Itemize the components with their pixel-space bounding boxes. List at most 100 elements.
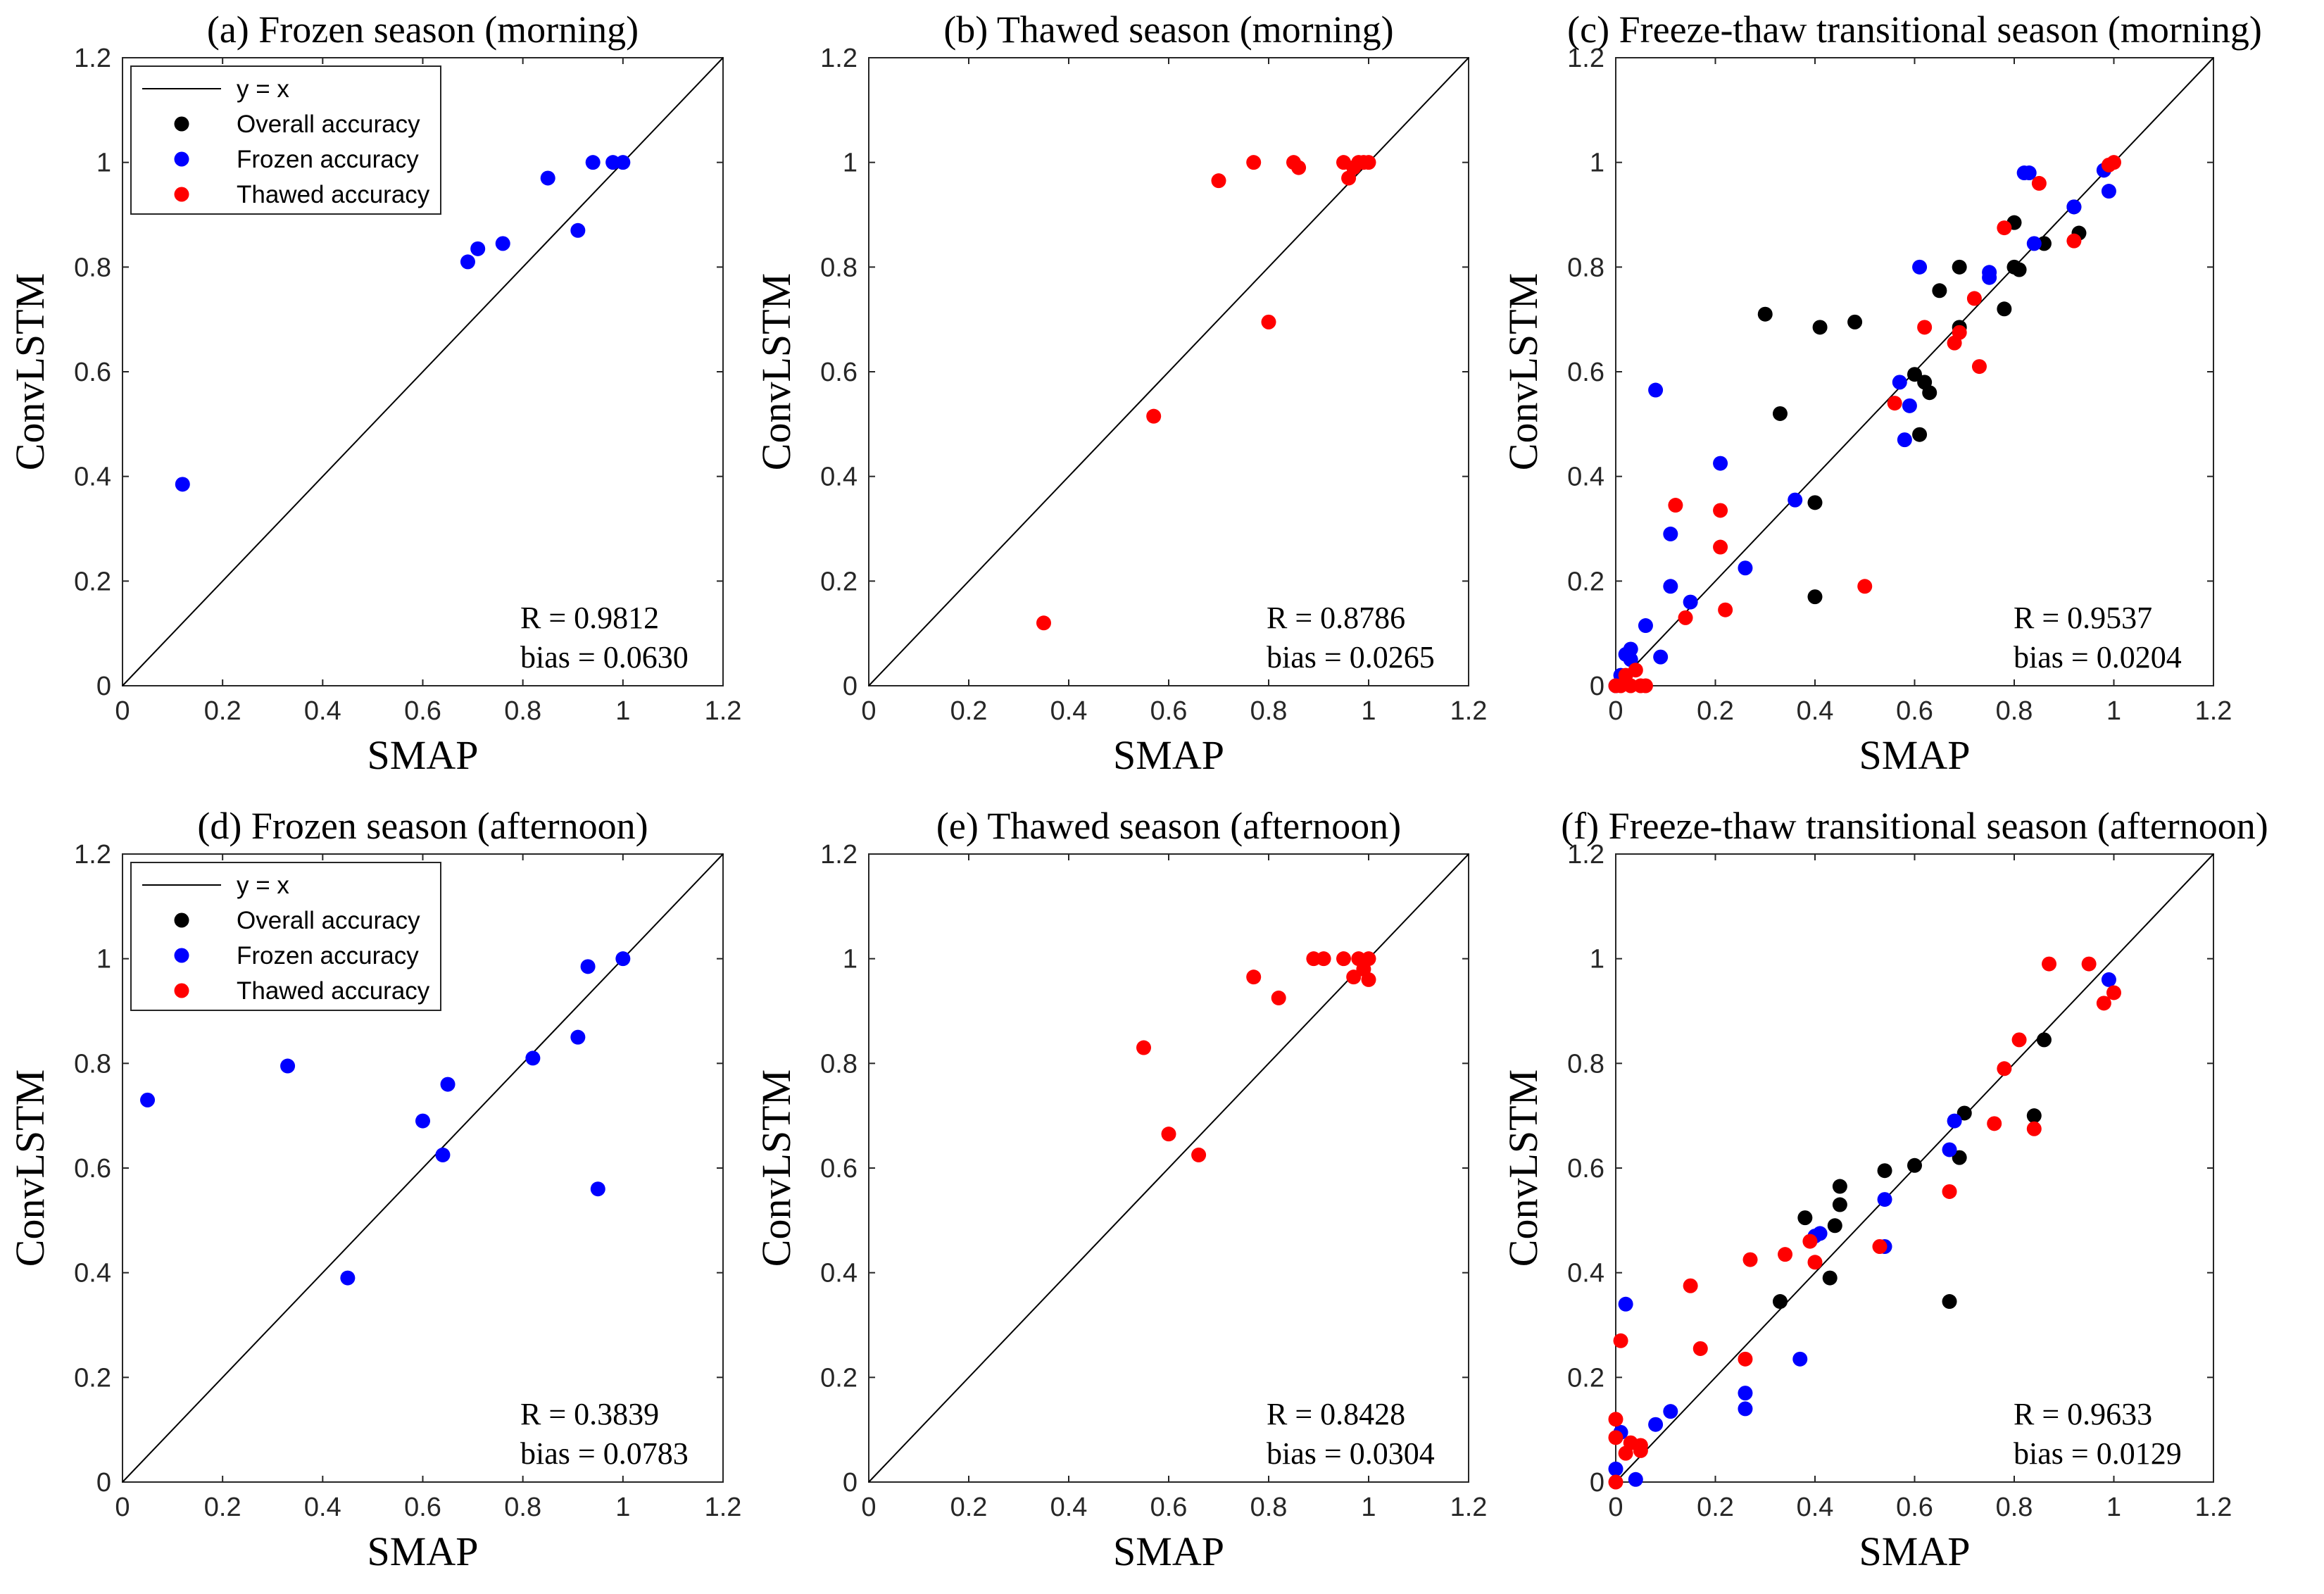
data-point: [1897, 432, 1912, 448]
legend-entry-label: Frozen accuracy: [237, 146, 419, 173]
data-point: [1261, 314, 1276, 330]
x-tick-label: 0.8: [504, 696, 541, 726]
data-point: [175, 477, 190, 492]
y-tick-label: 0.4: [820, 1259, 858, 1288]
x-tick-label: 1: [615, 696, 630, 726]
data-point: [1738, 560, 1753, 576]
x-tick-label: 0.6: [1150, 1493, 1188, 1522]
data-point: [1608, 1461, 1623, 1476]
y-tick-label: 0.2: [1567, 1363, 1604, 1393]
data-point: [1678, 610, 1693, 625]
data-point: [1887, 396, 1902, 411]
chart-panel-e: 0 0.2 0.4 0.6 0.8 1 1.2 0 0.2 0.4 0.6 0.8 1 1.2 (e) Th…: [753, 805, 1487, 1574]
data-point: [1713, 503, 1728, 518]
data-point: [1628, 1471, 1643, 1487]
y-axis-label: ConvLSTM: [1500, 1069, 1546, 1267]
data-point: [1668, 498, 1683, 513]
x-tick-label: 0.6: [404, 1493, 441, 1522]
legend-entry-label: Thawed accuracy: [237, 977, 430, 1005]
data-point: [1872, 1239, 1888, 1254]
data-point: [1161, 1127, 1176, 1142]
legend-entry-label: Thawed accuracy: [237, 181, 430, 208]
data-point: [1956, 1105, 1972, 1121]
data-point: [1947, 1113, 1962, 1129]
data-point: [1942, 1184, 1957, 1199]
x-tick-label: 1: [615, 1493, 630, 1522]
y-tick-label: 1: [96, 945, 111, 974]
data-point: [1807, 495, 1823, 510]
data-point: [1608, 1430, 1623, 1445]
x-tick-label: 0.6: [1896, 1493, 1933, 1522]
stat-r: R = 0.8428: [1267, 1397, 1405, 1431]
data-point: [1683, 1278, 1698, 1293]
data-point: [1917, 320, 1933, 335]
x-tick-label: 0: [861, 1493, 876, 1522]
y-tick-label: 0: [96, 1468, 111, 1498]
data-point: [570, 222, 586, 238]
chart-title: (a) Frozen season (morning): [207, 8, 639, 51]
legend-entry-label: Overall accuracy: [237, 111, 420, 138]
data-point: [1857, 579, 1873, 594]
x-tick-label: 1.2: [705, 696, 742, 726]
chart-panel-b: 0 0.2 0.4 0.6 0.8 1 1.2 0 0.2 0.4 0.6 0.8 1 1.2 (b) Th…: [753, 8, 1487, 778]
data-point: [1966, 291, 1982, 306]
chart-title: (e) Thawed season (afternoon): [936, 805, 1401, 847]
data-point: [540, 170, 555, 186]
data-point: [1638, 678, 1653, 694]
y-tick-label: 0: [1590, 672, 1604, 701]
x-axis-label: SMAP: [1859, 732, 1971, 778]
legend-entry-label: Overall accuracy: [237, 907, 420, 934]
x-tick-label: 1: [1361, 1493, 1376, 1522]
data-point: [1997, 220, 2012, 236]
chart-panel-c: 0 0.2 0.4 0.6 0.8 1 1.200.20.40.60.811.2(c) Fr…: [1500, 8, 2262, 778]
data-point: [1648, 382, 1664, 398]
data-point: [1907, 1157, 1922, 1173]
stat-bias: bias = 0.0204: [2014, 640, 2182, 674]
x-tick-label: 0.2: [950, 1493, 988, 1522]
y-tick-label: 1: [1590, 945, 1604, 974]
x-tick-label: 0.8: [1250, 696, 1288, 726]
x-tick-label: 0.4: [1797, 1493, 1834, 1522]
x-tick-label: 1: [2106, 696, 2121, 726]
data-point: [415, 1113, 430, 1129]
y-tick-label: 1: [843, 945, 858, 974]
y-tick-label: 0: [96, 672, 111, 701]
data-point: [1036, 615, 1051, 631]
data-point: [1713, 539, 1728, 555]
data-point: [1246, 155, 1262, 170]
y-tick-label: 1.2: [1567, 840, 1604, 870]
x-tick-label: 0.4: [1797, 696, 1834, 726]
data-point: [1997, 1061, 2012, 1077]
data-point: [1738, 1351, 1753, 1367]
y-tick-label: 0.6: [1567, 358, 1604, 387]
data-point: [1987, 1116, 2002, 1131]
legend-entry-label: y = x: [237, 872, 289, 899]
x-axis-label: SMAP: [1113, 1529, 1224, 1574]
x-tick-label: 0.2: [204, 696, 241, 726]
stat-r: R = 0.3839: [520, 1397, 659, 1431]
y-tick-label: 1.2: [74, 840, 111, 870]
x-tick-label: 1.2: [1450, 696, 1488, 726]
data-point: [460, 254, 475, 270]
y-tick-label: 0.2: [74, 567, 111, 596]
x-tick-label: 0.6: [1150, 696, 1188, 726]
x-axis-label: SMAP: [1113, 732, 1224, 778]
data-point: [1847, 314, 1863, 330]
x-tick-label: 0.8: [1996, 1493, 2033, 1522]
data-point: [2106, 155, 2121, 170]
data-point: [1653, 649, 1669, 665]
x-tick-label: 1.2: [2195, 1493, 2232, 1522]
x-tick-label: 0.6: [1896, 696, 1933, 726]
data-point: [1877, 1163, 1892, 1179]
legend-marker-swatch: [174, 912, 189, 928]
data-point: [2096, 996, 2111, 1011]
data-point: [1608, 1474, 1623, 1490]
data-point: [1742, 1252, 1758, 1267]
data-point: [590, 1181, 605, 1197]
legend: y = x Overall accuracy Frozen accuracy Thaw…: [130, 862, 441, 1011]
y-tick-label: 0.8: [74, 1049, 111, 1079]
y-tick-label: 1.2: [820, 44, 858, 73]
x-tick-label: 1.2: [705, 1493, 742, 1522]
data-point: [2036, 1032, 2052, 1048]
data-point: [525, 1050, 541, 1066]
